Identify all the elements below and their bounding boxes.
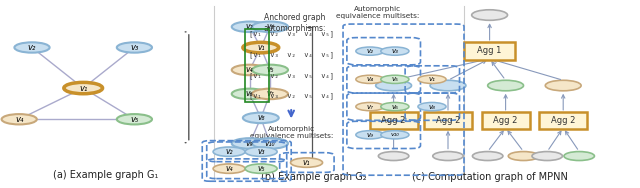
Text: v₁: v₁: [79, 83, 88, 92]
Text: v₈: v₈: [257, 113, 264, 122]
Text: v₆: v₆: [392, 104, 398, 110]
Text: v₁: v₁: [303, 158, 310, 167]
Circle shape: [232, 89, 268, 99]
Text: (a) Example graph G₁: (a) Example graph G₁: [53, 171, 158, 180]
Text: Agg 2: Agg 2: [493, 116, 518, 125]
Text: v₃: v₃: [130, 43, 139, 52]
Text: v₅: v₅: [130, 115, 139, 124]
Text: Agg 2: Agg 2: [381, 116, 406, 125]
Circle shape: [376, 80, 412, 91]
Text: v₁₀: v₁₀: [265, 139, 275, 148]
Text: v₉: v₉: [367, 132, 373, 138]
Circle shape: [117, 42, 152, 53]
Text: Agg 1: Agg 1: [477, 46, 502, 55]
Text: v₂: v₂: [367, 48, 373, 54]
Circle shape: [252, 65, 288, 75]
Circle shape: [564, 152, 595, 161]
Text: v₂: v₂: [28, 43, 36, 52]
Text: v₃: v₃: [392, 48, 398, 54]
Text: Automorphic
equivalence multisets:: Automorphic equivalence multisets:: [250, 126, 333, 139]
Text: v₅: v₅: [266, 65, 274, 74]
Text: v₄: v₄: [246, 65, 253, 74]
Circle shape: [245, 147, 277, 156]
Text: v₉: v₉: [246, 139, 253, 148]
Circle shape: [117, 114, 152, 124]
Circle shape: [291, 158, 323, 167]
FancyBboxPatch shape: [370, 112, 417, 129]
FancyBboxPatch shape: [424, 112, 472, 129]
Text: v₂: v₂: [225, 147, 233, 156]
Text: [v₁  v₂  v₃  v₅  v₄]: [v₁ v₂ v₃ v₅ v₄]: [249, 72, 333, 79]
Circle shape: [252, 138, 288, 149]
Text: v₄: v₄: [367, 76, 373, 82]
Circle shape: [356, 131, 384, 139]
Circle shape: [243, 42, 279, 53]
Circle shape: [252, 89, 288, 99]
Circle shape: [356, 75, 384, 83]
Circle shape: [433, 152, 463, 161]
Circle shape: [232, 65, 268, 75]
Text: v₃: v₃: [257, 147, 265, 156]
Circle shape: [232, 138, 268, 149]
Text: Agg 2: Agg 2: [551, 116, 575, 125]
Circle shape: [213, 164, 245, 173]
Text: v₆: v₆: [246, 89, 253, 98]
Circle shape: [381, 102, 409, 111]
Circle shape: [488, 80, 524, 91]
Circle shape: [381, 75, 409, 83]
Text: v₇: v₇: [266, 89, 274, 98]
Text: [v₁  v₂  v₃  v₄  v₅]: [v₁ v₂ v₃ v₄ v₅]: [249, 30, 333, 37]
Text: v₁: v₁: [429, 76, 435, 82]
Circle shape: [508, 152, 539, 161]
Circle shape: [1, 114, 36, 124]
Text: (c) Computation graph of MPNN: (c) Computation graph of MPNN: [412, 172, 568, 182]
Text: v₁₀: v₁₀: [390, 132, 399, 137]
Circle shape: [356, 102, 384, 111]
FancyBboxPatch shape: [482, 112, 530, 129]
Circle shape: [378, 152, 409, 161]
Text: v₂: v₂: [246, 22, 253, 31]
Circle shape: [472, 152, 503, 161]
Circle shape: [532, 152, 563, 161]
Text: Anchored graph
automorphisms:: Anchored graph automorphisms:: [263, 13, 326, 33]
Circle shape: [14, 42, 50, 53]
Circle shape: [252, 21, 288, 32]
Circle shape: [381, 47, 409, 55]
Text: v₈: v₈: [429, 104, 435, 110]
Text: v₅: v₅: [257, 164, 265, 173]
Text: v₄: v₄: [225, 164, 233, 173]
Circle shape: [356, 47, 384, 55]
Text: v₅: v₅: [392, 76, 398, 82]
Circle shape: [545, 80, 581, 91]
Text: [v₁  v₃  v₂  v₄  v₅]: [v₁ v₃ v₂ v₄ v₅]: [249, 51, 333, 58]
Circle shape: [64, 82, 102, 94]
Text: v₄: v₄: [15, 115, 24, 124]
Circle shape: [418, 102, 446, 111]
Text: Automorphic
equivalence multisets:: Automorphic equivalence multisets:: [336, 6, 419, 19]
Circle shape: [472, 10, 508, 20]
Text: (b) Example graph G₂: (b) Example graph G₂: [260, 172, 367, 182]
Text: v₁: v₁: [257, 43, 264, 52]
Circle shape: [418, 75, 446, 83]
FancyBboxPatch shape: [464, 42, 515, 60]
Circle shape: [232, 21, 268, 32]
Text: v₇: v₇: [367, 104, 373, 110]
Circle shape: [381, 131, 409, 139]
Text: v₃: v₃: [266, 22, 274, 31]
Text: Agg 2: Agg 2: [436, 116, 460, 125]
FancyBboxPatch shape: [540, 112, 588, 129]
Circle shape: [213, 147, 245, 156]
Circle shape: [245, 164, 277, 173]
Circle shape: [243, 113, 279, 123]
Circle shape: [430, 80, 466, 91]
Text: [v₁  v₃  v₂  v₅  v₄]: [v₁ v₃ v₂ v₅ v₄]: [249, 92, 333, 99]
